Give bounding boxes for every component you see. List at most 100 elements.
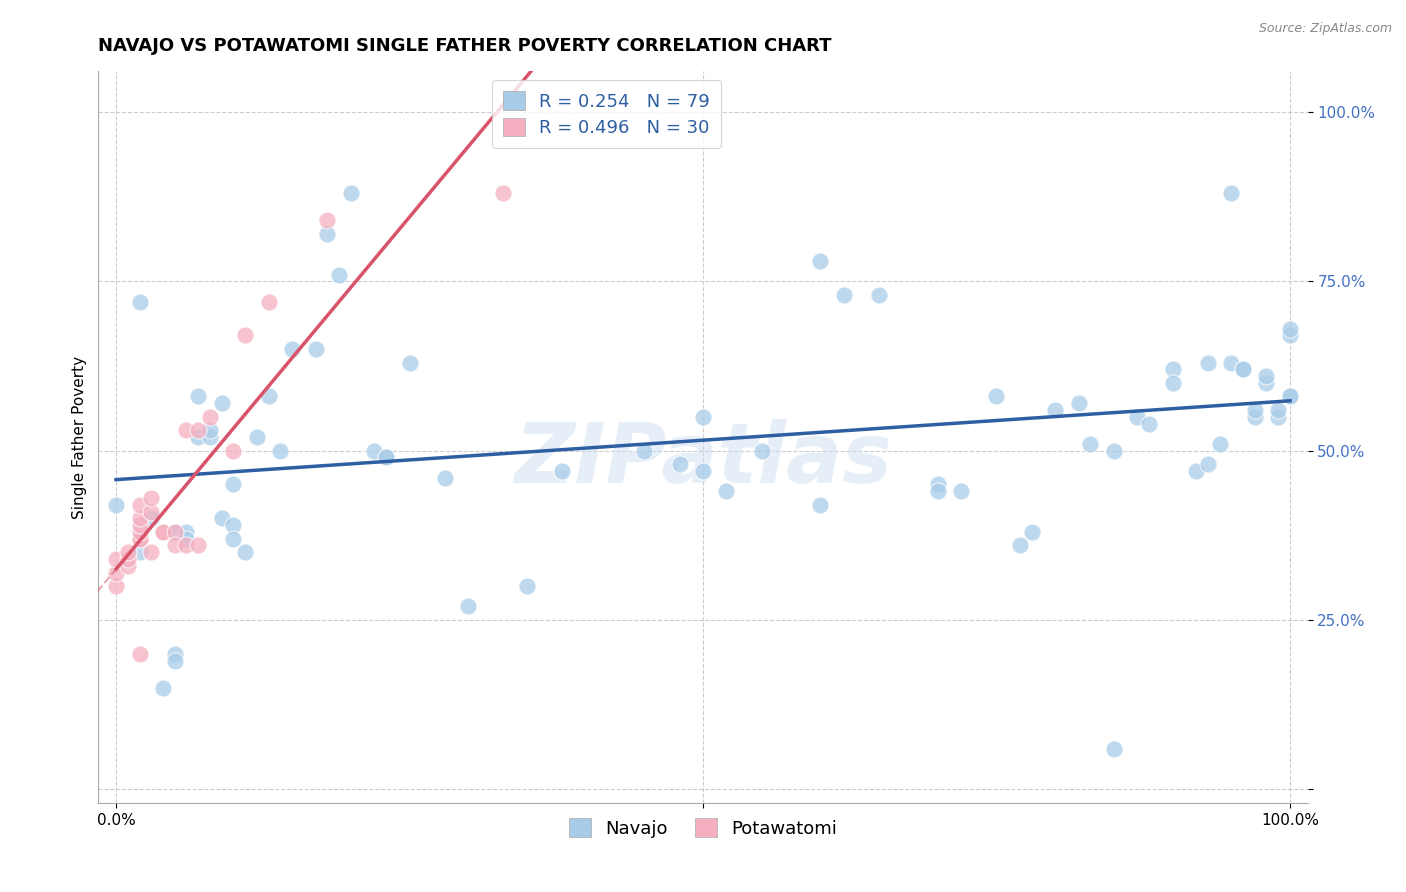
Point (222, 477, 245, 491)
Point (233, 328, 256, 343)
Point (257, 389, 280, 403)
Point (269, 443, 291, 458)
Point (141, 545, 163, 559)
Point (1267, 409, 1289, 424)
Point (1197, 457, 1219, 471)
Point (105, 566, 128, 580)
Point (751, 443, 773, 458)
Legend: Navajo, Potawatomi: Navajo, Potawatomi (562, 811, 844, 845)
Point (128, 511, 150, 525)
Point (105, 552, 128, 566)
Point (1220, 355, 1243, 369)
Point (1021, 524, 1043, 539)
Point (1232, 362, 1254, 376)
Point (222, 443, 245, 458)
Point (316, 227, 339, 241)
Point (222, 532, 245, 546)
Point (1067, 396, 1090, 410)
Text: NAVAJO VS POTAWATOMI SINGLE FATHER POVERTY CORRELATION CHART: NAVAJO VS POTAWATOMI SINGLE FATHER POVER… (98, 37, 832, 54)
Point (141, 505, 163, 519)
Point (128, 532, 150, 546)
Point (927, 477, 949, 491)
Point (211, 396, 233, 410)
Point (117, 545, 139, 559)
Point (1102, 443, 1125, 458)
Point (105, 579, 128, 593)
Point (551, 464, 574, 478)
Point (1256, 376, 1278, 390)
Point (1220, 186, 1243, 201)
Point (375, 450, 398, 465)
Point (1278, 389, 1301, 403)
Point (1243, 409, 1265, 424)
Point (1161, 376, 1184, 390)
Point (163, 647, 186, 661)
Point (868, 288, 890, 302)
Point (128, 294, 150, 309)
Point (1126, 409, 1149, 424)
Point (1043, 403, 1066, 417)
Point (668, 457, 690, 471)
Point (141, 491, 163, 505)
Point (141, 511, 163, 525)
Point (1102, 741, 1125, 756)
Text: ZIPatlas: ZIPatlas (515, 418, 891, 500)
Y-axis label: Single Father Poverty: Single Father Poverty (72, 356, 87, 518)
Point (1232, 362, 1254, 376)
Point (163, 654, 186, 668)
Point (808, 254, 831, 268)
Point (128, 532, 150, 546)
Point (1278, 389, 1301, 403)
Point (152, 524, 174, 539)
Point (187, 538, 209, 552)
Point (398, 355, 420, 369)
Point (1080, 437, 1102, 451)
Point (340, 186, 363, 201)
Point (187, 389, 209, 403)
Point (516, 579, 538, 593)
Point (808, 498, 831, 512)
Point (187, 430, 209, 444)
Point (105, 498, 128, 512)
Point (128, 518, 150, 533)
Point (1243, 403, 1265, 417)
Point (316, 213, 339, 227)
Point (1137, 417, 1160, 431)
Point (1278, 328, 1301, 343)
Point (176, 532, 198, 546)
Point (211, 511, 233, 525)
Point (233, 545, 256, 559)
Point (457, 599, 479, 614)
Point (117, 558, 139, 573)
Point (363, 443, 385, 458)
Point (1008, 538, 1031, 552)
Point (198, 409, 221, 424)
Point (328, 268, 350, 282)
Point (176, 538, 198, 552)
Point (152, 524, 174, 539)
Point (692, 464, 714, 478)
Point (281, 342, 304, 356)
Point (433, 471, 456, 485)
Point (375, 450, 398, 465)
Point (492, 186, 515, 201)
Point (163, 524, 186, 539)
Point (692, 409, 714, 424)
Point (176, 423, 198, 437)
Point (986, 389, 1008, 403)
Point (198, 423, 221, 437)
Point (1197, 355, 1219, 369)
Point (1208, 437, 1230, 451)
Point (222, 518, 245, 533)
Point (1161, 362, 1184, 376)
Point (128, 524, 150, 539)
Point (246, 430, 269, 444)
Point (1185, 464, 1208, 478)
Point (152, 681, 174, 695)
Point (716, 484, 738, 499)
Point (1267, 403, 1289, 417)
Point (128, 647, 150, 661)
Point (198, 430, 221, 444)
Point (128, 545, 150, 559)
Point (257, 294, 280, 309)
